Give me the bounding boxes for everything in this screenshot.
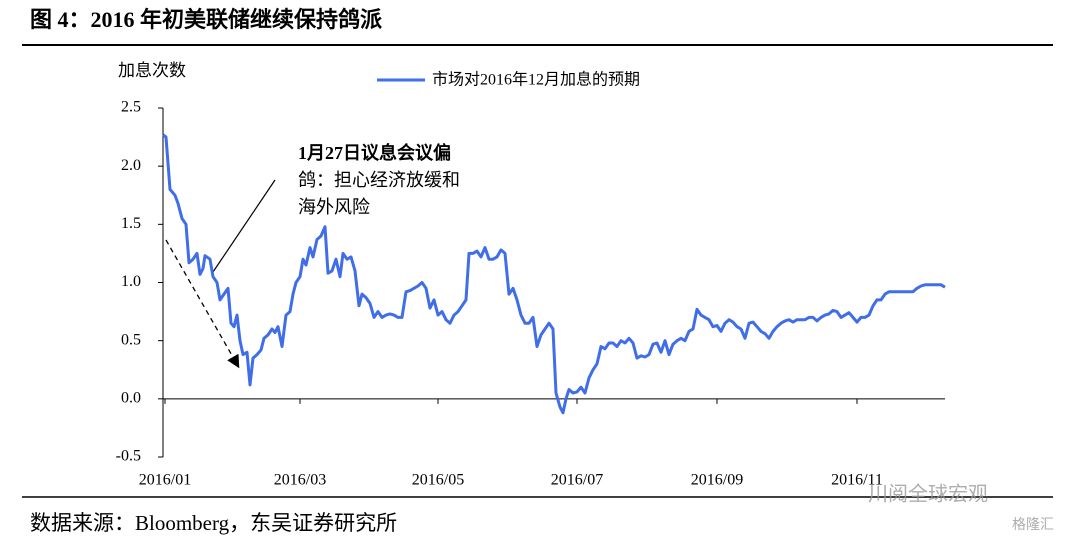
y-tick-label: 0.5 [121,331,141,348]
x-tick-label: 2016/11 [831,472,883,489]
y-tick-label: 1.5 [121,215,141,232]
annotation: 1月27日议息会议偏 [298,142,451,163]
watermark: 川阅全球宏观 [868,482,988,506]
x-tick-label: 2016/09 [691,472,743,489]
annotation: 鸽：担心经济放缓和 [298,170,460,190]
x-tick-label: 2016/07 [551,472,603,489]
x-tick-label: 2016/01 [139,472,191,489]
y-axis-label: 加息次数 [118,61,186,80]
y-tick-label: 2.0 [121,157,141,174]
y-tick-label: -0.5 [116,448,141,465]
annotation: 海外风险 [298,197,370,217]
y-tick-label: 1.0 [121,273,141,290]
source: 数据来源：Bloomberg，东吴证券研究所 [30,511,397,535]
trend-arrow [165,239,240,369]
y-tick-label: 0.0 [121,390,141,407]
data-line [162,133,946,415]
annotation-leader [212,179,276,273]
legend-label: 市场对2016年12月加息的预期 [432,71,640,89]
x-tick-label: 2016/05 [412,472,464,489]
watermark: 格隆汇 [1012,517,1054,533]
x-tick-label: 2016/03 [274,472,326,489]
figure-title: 图 4：2016 年初美联储继续保持鸽派 [30,7,382,32]
y-tick-label: 2.5 [121,99,141,116]
